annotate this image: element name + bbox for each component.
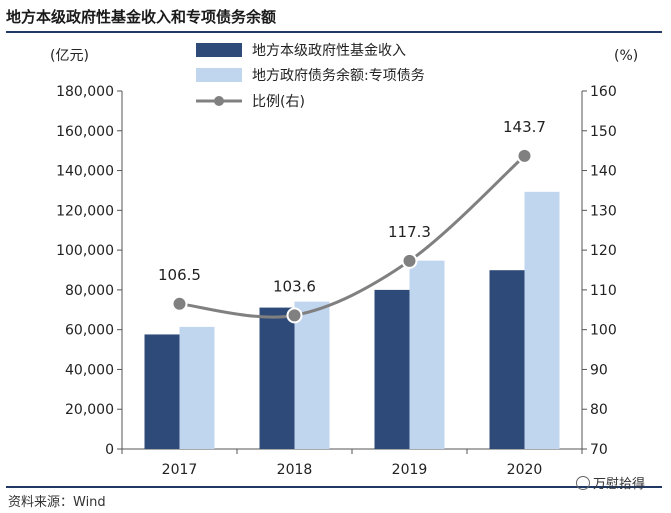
source-note: 资料来源：Wind bbox=[8, 495, 106, 510]
right-axis-tick-label: 120 bbox=[590, 243, 617, 259]
bar-special-debt bbox=[409, 260, 445, 449]
right-axis-tick-label: 110 bbox=[590, 283, 617, 299]
ratio-data-label: 143.7 bbox=[503, 118, 546, 136]
left-axis-tick-label: 60,000 bbox=[65, 323, 114, 339]
right-axis-tick-label: 100 bbox=[590, 323, 617, 339]
x-axis-tick-label: 2018 bbox=[277, 462, 313, 478]
legend-label-special-debt: 地方政府债务余额:专项债务 bbox=[252, 67, 425, 84]
right-axis-tick-label: 140 bbox=[590, 164, 617, 180]
left-axis-tick-label: 80,000 bbox=[65, 283, 114, 299]
legend-swatch-fund-income bbox=[196, 43, 242, 57]
ratio-point bbox=[286, 307, 303, 324]
right-axis-tick-label: 160 bbox=[590, 84, 617, 100]
wechat-icon bbox=[576, 476, 590, 490]
bar-fund-income bbox=[144, 334, 180, 449]
left-axis-tick-label: 120,000 bbox=[56, 203, 114, 219]
ratio-data-label: 117.3 bbox=[388, 223, 431, 241]
x-axis-tick-label: 2017 bbox=[162, 462, 198, 478]
ratio-data-label: 103.6 bbox=[273, 277, 316, 295]
right-axis-tick-label: 90 bbox=[590, 362, 608, 378]
footer-rule bbox=[6, 486, 662, 488]
left-axis-tick-label: 0 bbox=[105, 442, 114, 458]
brand-name: 万慰拾得 bbox=[593, 477, 646, 492]
bar-special-debt bbox=[524, 191, 560, 449]
ratio-point bbox=[401, 252, 418, 269]
x-axis-tick-label: 2020 bbox=[507, 462, 543, 478]
right-axis-tick-label: 150 bbox=[590, 124, 617, 140]
ratio-point bbox=[171, 295, 188, 312]
left-axis-tick-label: 20,000 bbox=[65, 402, 114, 418]
right-axis-tick-label: 70 bbox=[590, 442, 608, 458]
brand-watermark: 万慰拾得 bbox=[576, 473, 645, 492]
bar-fund-income bbox=[489, 270, 525, 449]
right-axis-unit-label: (%) bbox=[614, 48, 638, 64]
ratio-data-label: 106.5 bbox=[158, 266, 201, 284]
bar-special-debt bbox=[294, 301, 330, 449]
chart-title: 地方本级政府性基金收入和专项债务余额 bbox=[6, 8, 277, 26]
right-axis-tick-label: 80 bbox=[590, 402, 608, 418]
left-axis-tick-label: 160,000 bbox=[56, 124, 114, 140]
ratio-point bbox=[516, 147, 533, 164]
bar-special-debt bbox=[179, 326, 215, 449]
left-axis-tick-label: 140,000 bbox=[56, 164, 114, 180]
left-axis-tick-label: 100,000 bbox=[56, 243, 114, 259]
right-axis-tick-label: 130 bbox=[590, 203, 617, 219]
left-axis-unit-label: (亿元) bbox=[50, 48, 89, 64]
legend-swatch-ratio-point bbox=[214, 96, 224, 106]
left-axis-tick-label: 40,000 bbox=[65, 362, 114, 378]
x-axis-tick-label: 2019 bbox=[392, 462, 428, 478]
bar-fund-income bbox=[259, 307, 295, 449]
left-axis-tick-label: 180,000 bbox=[56, 84, 114, 100]
legend-swatch-special-debt bbox=[196, 68, 242, 82]
ratio-line bbox=[179, 154, 526, 319]
title-rule bbox=[6, 31, 662, 33]
legend-label-ratio: 比例(右) bbox=[252, 94, 305, 110]
legend-label-fund-income: 地方本级政府性基金收入 bbox=[252, 42, 406, 59]
bar-fund-income bbox=[374, 289, 410, 449]
